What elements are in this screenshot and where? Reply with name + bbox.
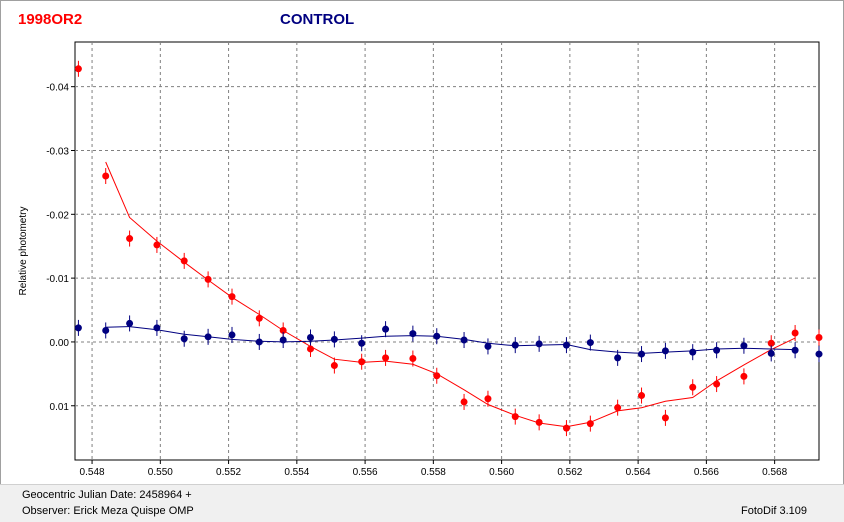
point-1998or2: [409, 355, 417, 363]
point-1998or2: [815, 333, 823, 341]
legend-target-label: 1998OR2: [18, 11, 82, 28]
x-tick-label: 0.562: [557, 467, 582, 478]
point-control: [586, 339, 594, 347]
point-1998or2: [535, 418, 543, 426]
point-control: [330, 335, 338, 343]
data-points: [74, 60, 823, 437]
y-tick-label: 0.01: [50, 402, 70, 413]
point-1998or2: [791, 329, 799, 337]
x-tick-label: 0.556: [353, 467, 378, 478]
point-1998or2: [102, 172, 110, 180]
point-1998or2: [433, 372, 441, 380]
y-axis-label: Relative photometry: [18, 207, 29, 296]
point-control: [228, 331, 236, 339]
point-1998or2: [713, 380, 721, 388]
point-control: [562, 341, 570, 349]
y-tick-label: -0.02: [46, 210, 69, 221]
point-1998or2: [358, 358, 366, 366]
point-control: [713, 346, 721, 354]
point-control: [279, 336, 287, 344]
legend-control-label: CONTROL: [280, 11, 354, 28]
point-control: [382, 325, 390, 333]
point-1998or2: [767, 339, 775, 347]
point-1998or2: [689, 383, 697, 391]
observer-text: Observer: Erick Meza Quispe OMP: [22, 505, 194, 517]
x-tick-label: 0.552: [216, 467, 241, 478]
version-text: FotoDif 3.109: [741, 505, 808, 517]
point-1998or2: [228, 293, 236, 301]
point-1998or2: [638, 392, 646, 400]
x-tick-label: 0.548: [80, 467, 105, 478]
point-1998or2: [740, 372, 748, 380]
point-1998or2: [511, 413, 519, 421]
point-1998or2: [382, 354, 390, 362]
point-control: [815, 350, 823, 358]
grid-lines: [75, 42, 819, 460]
x-tick-label: 0.558: [421, 467, 446, 478]
point-control: [535, 340, 543, 348]
point-control: [638, 350, 646, 358]
point-control: [689, 348, 697, 356]
point-control: [484, 342, 492, 350]
point-control: [460, 336, 468, 344]
point-1998or2: [484, 395, 492, 403]
point-1998or2: [74, 65, 82, 73]
plot-area: [74, 41, 820, 461]
fit-line-1998or2: [105, 161, 796, 428]
point-1998or2: [614, 404, 622, 412]
point-control: [153, 324, 161, 332]
point-control: [511, 341, 519, 349]
x-tick-label: 0.564: [626, 467, 651, 478]
point-control: [74, 324, 82, 332]
point-1998or2: [330, 362, 338, 370]
status-footer: Geocentric Julian Date: 2458964 + Observ…: [0, 484, 844, 522]
point-1998or2: [204, 275, 212, 283]
point-1998or2: [279, 326, 287, 334]
point-1998or2: [562, 424, 570, 432]
point-control: [740, 342, 748, 350]
point-control: [358, 339, 366, 347]
y-tick-label: -0.03: [46, 146, 69, 157]
julian-date-text: Geocentric Julian Date: 2458964 +: [22, 489, 192, 501]
point-control: [661, 347, 669, 355]
point-control: [791, 346, 799, 354]
x-tick-label: 0.560: [489, 467, 514, 478]
point-1998or2: [180, 257, 188, 265]
y-tick-label: -0.01: [46, 274, 69, 285]
axis-ticks: 0.548 0.550 0.552 0.554 0.556 0.558 0.560 0.562…: [46, 83, 787, 478]
x-tick-label: 0.566: [694, 467, 719, 478]
point-control: [255, 338, 263, 346]
point-1998or2: [153, 241, 161, 249]
fit-line-control: [105, 326, 796, 354]
x-tick-label: 0.568: [762, 467, 787, 478]
point-control: [102, 326, 110, 334]
point-1998or2: [255, 314, 263, 322]
fit-curves: [105, 161, 796, 428]
y-tick-label: -0.04: [46, 83, 69, 94]
point-control: [306, 333, 314, 341]
point-control: [204, 333, 212, 341]
point-control: [126, 319, 134, 327]
x-tick-label: 0.550: [148, 467, 173, 478]
point-1998or2: [306, 345, 314, 353]
point-1998or2: [586, 420, 594, 428]
y-tick-label: 0.00: [50, 338, 70, 349]
point-control: [409, 330, 417, 338]
point-1998or2: [460, 398, 468, 406]
point-control: [767, 349, 775, 357]
point-control: [433, 332, 441, 340]
light-curve-chart: 1998OR2 CONTROL 0.548 0.550 0.552 0.554 0.55…: [18, 11, 823, 478]
point-control: [614, 354, 622, 362]
point-1998or2: [661, 414, 669, 422]
x-tick-label: 0.554: [284, 467, 309, 478]
point-1998or2: [126, 235, 134, 243]
point-control: [180, 335, 188, 343]
